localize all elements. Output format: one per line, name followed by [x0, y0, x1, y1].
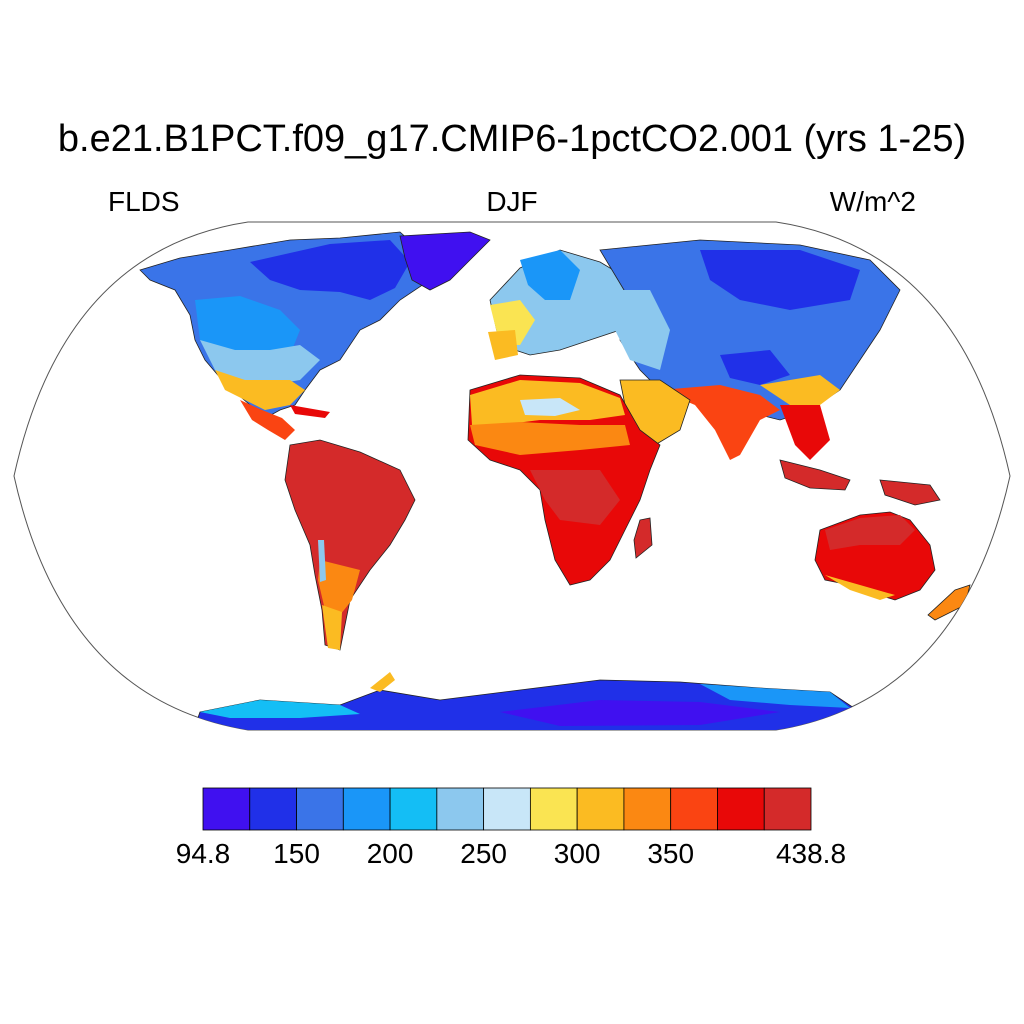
- colorbar-swatch: [436, 787, 485, 831]
- colorbar-swatch: [763, 787, 812, 831]
- antarctica-coast: [200, 700, 360, 718]
- siberia-north: [700, 250, 860, 310]
- cuba: [290, 405, 330, 418]
- north-america-plains: [200, 340, 320, 385]
- australia-north: [825, 515, 915, 550]
- north-america-subarctic: [250, 240, 410, 300]
- colorbar-swatch: [483, 787, 531, 831]
- antarctica-interior: [500, 700, 780, 726]
- antarctica-coast-east: [700, 684, 850, 708]
- colorbar-tick-label: 438.8: [775, 838, 847, 869]
- south-asia: [660, 385, 780, 460]
- north-america-south: [215, 370, 305, 410]
- central-asia: [600, 290, 670, 370]
- tibet: [720, 350, 790, 385]
- colorbar-swatch: [529, 787, 578, 831]
- colorbar-swatch: [576, 787, 625, 831]
- colorbar-swatch: [670, 787, 718, 831]
- southeast-asia: [780, 405, 830, 460]
- colorbar-swatch: [389, 787, 438, 831]
- south-america-land: [284, 439, 416, 651]
- season-label: DJF: [486, 186, 538, 217]
- colorbar-tick-label: 94.8: [175, 838, 231, 869]
- units-label: W/m^2: [829, 186, 916, 217]
- scandinavia: [520, 250, 580, 300]
- south-america-south: [318, 560, 360, 615]
- colorbar-swatch: [296, 787, 344, 831]
- madagascar: [633, 517, 653, 559]
- colorbar-tick-label: 200: [366, 838, 414, 869]
- colorbar-swatch: [717, 787, 765, 831]
- colorbar-swatch: [623, 787, 672, 831]
- sahel: [470, 422, 630, 455]
- plot-title: b.e21.B1PCT.f09_g17.CMIP6-1pctCO2.001 (y…: [57, 118, 967, 160]
- new-zealand: [927, 584, 971, 621]
- colorbar-tick-label: 300: [553, 838, 601, 869]
- antarctic-peninsula: [370, 672, 395, 692]
- china-south: [760, 375, 840, 405]
- new-guinea: [879, 479, 941, 506]
- indonesia: [779, 459, 851, 491]
- colorbar-tick-label: 350: [647, 838, 695, 869]
- colorbar-swatch: [202, 787, 251, 831]
- colorbar: [202, 787, 812, 831]
- colorbar-swatch: [342, 787, 391, 831]
- sahara-cool: [520, 398, 580, 416]
- andes: [318, 540, 326, 582]
- colorbar-tick-label: 150: [273, 838, 320, 869]
- variable-label: FLDS: [108, 186, 180, 217]
- patagonia: [322, 605, 342, 650]
- iberia: [488, 330, 518, 360]
- mexico: [240, 400, 295, 440]
- australia-south: [825, 575, 895, 600]
- central-africa: [530, 470, 620, 525]
- greenland: [399, 231, 491, 291]
- colorbar-swatch: [249, 787, 297, 831]
- colorbar-tick-label: 250: [460, 838, 507, 869]
